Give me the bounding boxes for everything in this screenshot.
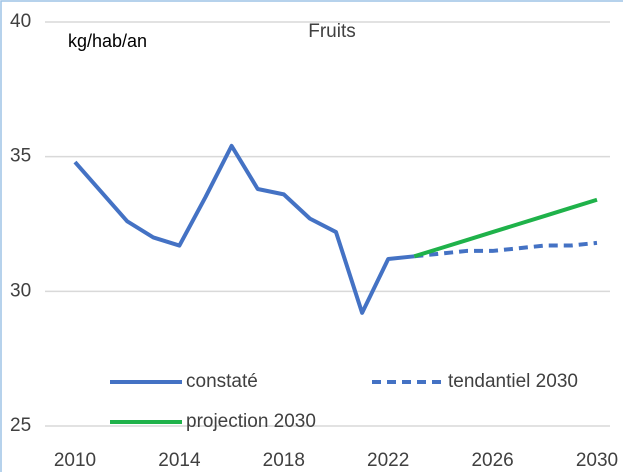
legend-label: constaté xyxy=(186,371,258,392)
x-tick-label: 2026 xyxy=(471,450,513,471)
series-line xyxy=(414,240,598,259)
x-tick-label: 2022 xyxy=(367,450,409,471)
series-line xyxy=(413,197,598,259)
y-axis-label: kg/hab/an xyxy=(68,31,147,51)
y-tick-label: 25 xyxy=(10,415,31,436)
legend-label: projection 2030 xyxy=(186,411,316,432)
y-tick-label: 40 xyxy=(10,11,31,32)
y-tick-label: 30 xyxy=(10,280,31,301)
x-tick-label: 2030 xyxy=(576,450,618,471)
x-tick-label: 2014 xyxy=(158,450,201,471)
legend-label: tendantiel 2030 xyxy=(448,371,578,392)
x-tick-label: 2018 xyxy=(263,450,305,471)
series-line xyxy=(73,143,415,315)
chart-title: Fruits xyxy=(308,21,356,42)
x-tick-label: 2010 xyxy=(54,450,96,471)
y-tick-label: 35 xyxy=(10,146,31,167)
